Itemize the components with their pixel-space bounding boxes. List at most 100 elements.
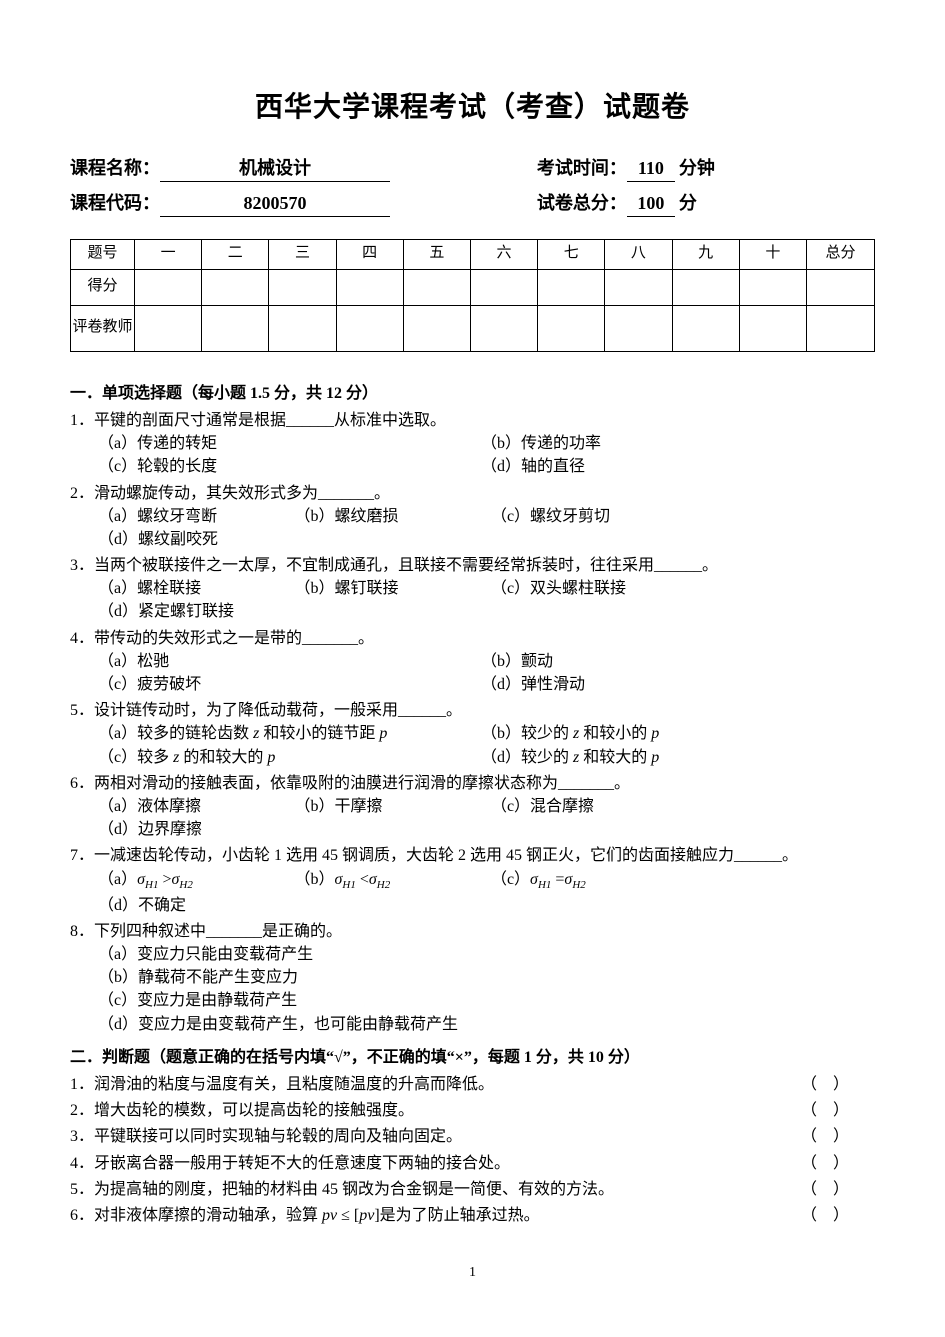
option-b: （b）螺纹磨损 bbox=[294, 505, 480, 528]
tf-paren: （ ） bbox=[801, 1073, 875, 1096]
option-b: （b）干摩擦 bbox=[294, 795, 480, 818]
course-name-value: 机械设计 bbox=[160, 155, 390, 182]
tf-2: 2．增大齿轮的模数，可以提高齿轮的接触强度。 （ ） bbox=[70, 1099, 875, 1122]
header-cell: 九 bbox=[672, 239, 739, 269]
option-c: （c）混合摩擦 bbox=[491, 795, 677, 818]
option-a: （a）液体摩擦 bbox=[98, 795, 284, 818]
section-2-heading: 二．判断题（题意正确的在括号内填“√”，不正确的填“×”，每题 1 分，共 10… bbox=[70, 1046, 875, 1069]
tf-paren: （ ） bbox=[801, 1099, 875, 1122]
tf-text: 2．增大齿轮的模数，可以提高齿轮的接触强度。 bbox=[70, 1099, 801, 1122]
option-c: （c）变应力是由静载荷产生 bbox=[98, 989, 440, 1012]
tf-paren: （ ） bbox=[801, 1125, 875, 1148]
option-c: （c）双头螺柱联接 bbox=[491, 577, 677, 600]
tf-4: 4．牙嵌离合器一般用于转矩不大的任意速度下两轴的接合处。 （ ） bbox=[70, 1152, 875, 1175]
section-1-heading: 一．单项选择题（每小题 1.5 分，共 12 分） bbox=[70, 382, 875, 405]
option-c: （c）螺纹牙剪切 bbox=[491, 505, 677, 528]
table-row: 评卷教师 bbox=[71, 305, 875, 351]
row-label: 评卷教师 bbox=[71, 305, 135, 351]
option-a: （a）变应力只能由变载荷产生 bbox=[98, 943, 440, 966]
option-d: （d）轴的直径 bbox=[481, 455, 854, 478]
course-code-label: 课程代码： bbox=[70, 190, 160, 216]
option-a: （a）较多的链轮齿数 z 和较小的链节距 p bbox=[98, 722, 471, 745]
option-c: （c）较多 z 的和较大的 p bbox=[98, 746, 471, 769]
tf-paren: （ ） bbox=[801, 1178, 875, 1201]
tf-1: 1．润滑油的粘度与温度有关，且粘度随温度的升高而降低。 （ ） bbox=[70, 1073, 875, 1096]
header-cell: 七 bbox=[538, 239, 605, 269]
option-d: （d）边界摩擦 bbox=[98, 818, 284, 841]
option-d: （d）螺纹副咬死 bbox=[98, 528, 284, 551]
exam-time-unit: 分钟 bbox=[679, 155, 715, 181]
page-title: 西华大学课程考试（考查）试题卷 bbox=[70, 88, 875, 129]
option-a: （a）σH1 >σH2 bbox=[98, 868, 284, 894]
question-2: 2．滑动螺旋传动，其失效形式多为_______。 （a）螺纹牙弯断 （b）螺纹磨… bbox=[70, 482, 875, 552]
exam-time-label: 考试时间： bbox=[537, 155, 627, 181]
meta-row-2: 课程代码： 8200570 试卷总分： 100 分 bbox=[70, 190, 875, 217]
header-cell: 总分 bbox=[807, 239, 875, 269]
tf-text: 6．对非液体摩擦的滑动轴承，验算 pv ≤ [pv]是为了防止轴承过热。 bbox=[70, 1204, 801, 1227]
meta-row-1: 课程名称： 机械设计 考试时间： 110 分钟 bbox=[70, 155, 875, 182]
tf-text: 1．润滑油的粘度与温度有关，且粘度随温度的升高而降低。 bbox=[70, 1073, 801, 1096]
option-b: （b）传递的功率 bbox=[481, 432, 854, 455]
tf-3: 3．平键联接可以同时实现轴与轮毂的周向及轴向固定。 （ ） bbox=[70, 1125, 875, 1148]
option-a: （a）螺栓联接 bbox=[98, 577, 284, 600]
option-d: （d）弹性滑动 bbox=[481, 673, 854, 696]
header-cell: 二 bbox=[202, 239, 269, 269]
score-table: 题号 一 二 三 四 五 六 七 八 九 十 总分 得分 评卷教师 bbox=[70, 239, 875, 352]
total-score-label: 试卷总分： bbox=[537, 190, 627, 216]
tf-text: 3．平键联接可以同时实现轴与轮毂的周向及轴向固定。 bbox=[70, 1125, 801, 1148]
header-cell: 十 bbox=[739, 239, 806, 269]
option-a: （a）松驰 bbox=[98, 650, 471, 673]
tf-6: 6．对非液体摩擦的滑动轴承，验算 pv ≤ [pv]是为了防止轴承过热。 （ ） bbox=[70, 1204, 875, 1227]
tf-paren: （ ） bbox=[801, 1204, 875, 1227]
question-stem: 7．一减速齿轮传动，小齿轮 1 选用 45 钢调质，大齿轮 2 选用 45 钢正… bbox=[70, 844, 875, 867]
question-3: 3．当两个被联接件之一太厚，不宜制成通孔，且联接不需要经常拆装时，往往采用___… bbox=[70, 554, 875, 624]
option-d: （d）较少的 z 和较大的 p bbox=[481, 746, 854, 769]
option-d: （d）变应力是由变载荷产生，也可能由静载荷产生 bbox=[98, 1013, 518, 1036]
header-cell: 题号 bbox=[71, 239, 135, 269]
row-label: 得分 bbox=[71, 269, 135, 305]
course-name-label: 课程名称： bbox=[70, 155, 160, 181]
question-stem: 4．带传动的失效形式之一是带的_______。 bbox=[70, 627, 875, 650]
option-b: （b）σH1 <σH2 bbox=[294, 868, 480, 894]
table-row: 得分 bbox=[71, 269, 875, 305]
question-stem: 3．当两个被联接件之一太厚，不宜制成通孔，且联接不需要经常拆装时，往往采用___… bbox=[70, 554, 875, 577]
exam-time-value: 110 bbox=[627, 155, 675, 182]
question-1: 1．平键的剖面尺寸通常是根据______从标准中选取。 （a）传递的转矩 （b）… bbox=[70, 409, 875, 479]
question-stem: 6．两相对滑动的接触表面，依靠吸附的油膜进行润滑的摩擦状态称为_______。 bbox=[70, 772, 875, 795]
option-c: （c）疲劳破坏 bbox=[98, 673, 471, 696]
header-cell: 五 bbox=[403, 239, 470, 269]
question-8: 8．下列四种叙述中_______是正确的。 （a）变应力只能由变载荷产生 （b）… bbox=[70, 920, 875, 1036]
course-code-value: 8200570 bbox=[160, 190, 390, 217]
header-cell: 八 bbox=[605, 239, 672, 269]
question-6: 6．两相对滑动的接触表面，依靠吸附的油膜进行润滑的摩擦状态称为_______。 … bbox=[70, 772, 875, 842]
tf-text: 4．牙嵌离合器一般用于转矩不大的任意速度下两轴的接合处。 bbox=[70, 1152, 801, 1175]
tf-paren: （ ） bbox=[801, 1152, 875, 1175]
question-7: 7．一减速齿轮传动，小齿轮 1 选用 45 钢调质，大齿轮 2 选用 45 钢正… bbox=[70, 844, 875, 917]
page-number: 1 bbox=[70, 1263, 875, 1283]
question-stem: 5．设计链传动时，为了降低动载荷，一般采用______。 bbox=[70, 699, 875, 722]
option-d: （d）不确定 bbox=[98, 894, 284, 917]
total-score-unit: 分 bbox=[679, 190, 697, 216]
option-b: （b）较少的 z 和较小的 p bbox=[481, 722, 854, 745]
header-cell: 一 bbox=[135, 239, 202, 269]
option-b: （b）静载荷不能产生变应力 bbox=[98, 966, 518, 989]
question-5: 5．设计链传动时，为了降低动载荷，一般采用______。 （a）较多的链轮齿数 … bbox=[70, 699, 875, 769]
option-b: （b）螺钉联接 bbox=[294, 577, 480, 600]
question-stem: 8．下列四种叙述中_______是正确的。 bbox=[70, 920, 875, 943]
option-a: （a）螺纹牙弯断 bbox=[98, 505, 284, 528]
option-d: （d）紧定螺钉联接 bbox=[98, 600, 284, 623]
question-stem: 1．平键的剖面尺寸通常是根据______从标准中选取。 bbox=[70, 409, 875, 432]
option-c: （c）σH1 =σH2 bbox=[491, 868, 677, 894]
option-b: （b）颤动 bbox=[481, 650, 854, 673]
tf-text: 5．为提高轴的刚度，把轴的材料由 45 钢改为合金钢是一简便、有效的方法。 bbox=[70, 1178, 801, 1201]
option-a: （a）传递的转矩 bbox=[98, 432, 471, 455]
header-cell: 六 bbox=[470, 239, 537, 269]
header-cell: 四 bbox=[336, 239, 403, 269]
question-4: 4．带传动的失效形式之一是带的_______。 （a）松驰 （b）颤动 （c）疲… bbox=[70, 627, 875, 697]
question-stem: 2．滑动螺旋传动，其失效形式多为_______。 bbox=[70, 482, 875, 505]
table-row: 题号 一 二 三 四 五 六 七 八 九 十 总分 bbox=[71, 239, 875, 269]
option-c: （c）轮毂的长度 bbox=[98, 455, 471, 478]
header-cell: 三 bbox=[269, 239, 336, 269]
total-score-value: 100 bbox=[627, 190, 675, 217]
tf-5: 5．为提高轴的刚度，把轴的材料由 45 钢改为合金钢是一简便、有效的方法。 （ … bbox=[70, 1178, 875, 1201]
